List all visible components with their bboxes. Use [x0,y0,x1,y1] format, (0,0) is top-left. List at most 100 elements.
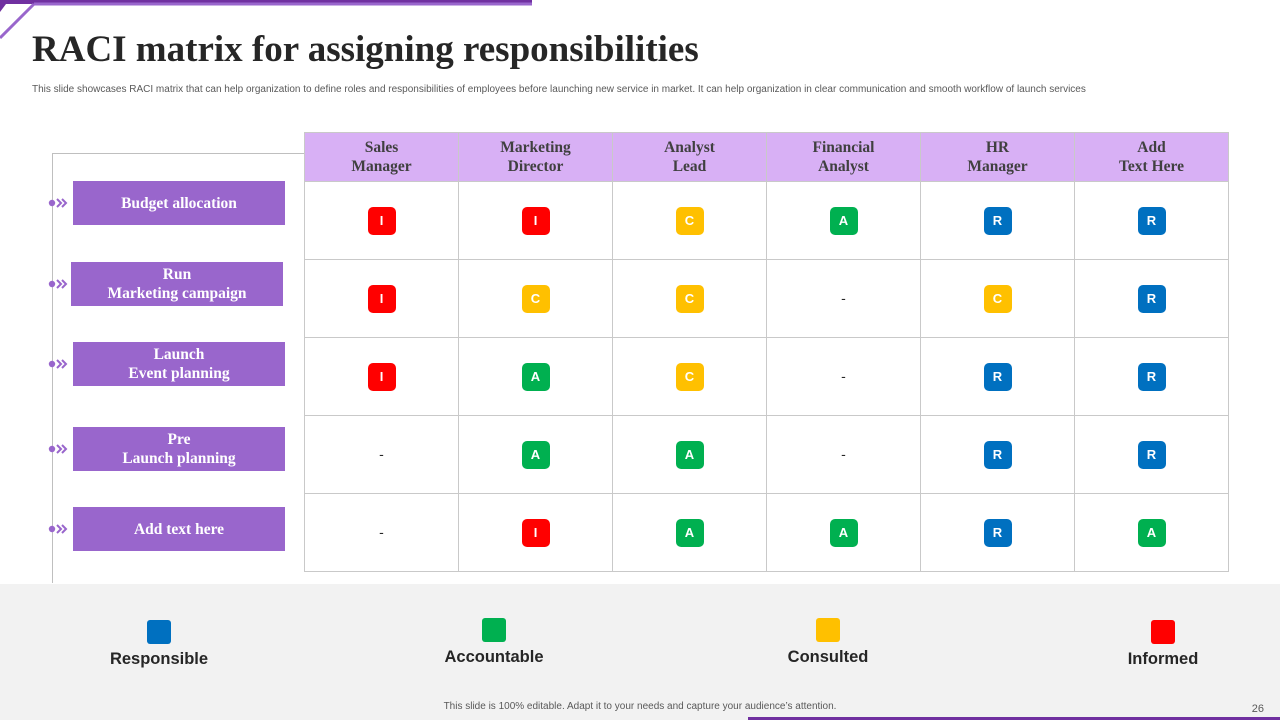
legend-item: Informed [1073,620,1253,669]
legend-swatch [482,618,506,642]
raci-badge: C [521,284,550,313]
row-label: Launch Event planning [73,342,285,386]
footer-note: This slide is 100% editable. Adapt it to… [443,701,837,712]
raci-badge: A [675,518,704,547]
legend-label: Responsible [109,650,209,668]
matrix-cell: A [612,415,767,494]
legend-swatch [147,620,171,644]
matrix-cell: I [304,181,459,260]
legend-area [0,584,1280,720]
matrix-body: I I C A R R I C C - C R I A C - R R - A A - R R - I A A R A [304,181,1229,572]
matrix-cell: - [766,259,921,338]
raci-badge: A [829,206,858,235]
matrix-cell: C [612,181,767,260]
raci-badge: I [367,362,396,391]
raci-badge: C [675,206,704,235]
chevron-marker-icon [48,359,68,369]
matrix-cell: C [612,337,767,416]
matrix-cell: A [766,181,921,260]
matrix-cell: - [304,415,459,494]
page-title: RACI matrix for assigning responsibiliti… [32,29,699,70]
raci-badge: A [675,440,704,469]
empty-dash: - [841,367,846,384]
raci-badge: I [521,518,550,547]
matrix-cell: R [920,415,1075,494]
legend-item: Responsible [69,620,249,669]
page-number: 26 [1251,703,1264,715]
row-label: Pre Launch planning [73,427,285,471]
raci-badge: A [829,518,858,547]
legend-swatch [816,618,840,642]
legend-item: Accountable [404,618,584,667]
bottom-accent-bar [748,717,1280,720]
raci-badge: I [521,206,550,235]
matrix-cell: I [304,337,459,416]
matrix-cell: R [1074,181,1229,260]
raci-badge: R [1137,284,1166,313]
raci-badge: A [521,362,550,391]
row-label: Add text here [73,507,285,551]
timeline-top-line [52,153,304,154]
raci-matrix: Sales Manager Marketing Director Analyst L… [304,132,1229,572]
raci-badge: C [675,362,704,391]
matrix-cell: I [458,493,613,572]
matrix-cell: R [920,493,1075,572]
row-label: Budget allocation [73,181,285,225]
empty-dash: - [841,289,846,306]
raci-badge: R [1137,206,1166,235]
column-header: HR Manager [920,132,1075,182]
matrix-cell: A [612,493,767,572]
raci-badge: C [675,284,704,313]
legend-label: Consulted [787,648,869,666]
page-subtitle: This slide showcases RACI matrix that ca… [32,84,1086,95]
matrix-cell: R [1074,415,1229,494]
column-header: Sales Manager [304,132,459,182]
raci-badge: C [983,284,1012,313]
chevron-marker-icon [48,279,68,289]
raci-badge: I [367,206,396,235]
row-label: Run Marketing campaign [71,262,283,306]
raci-badge: R [983,206,1012,235]
raci-badge: R [983,440,1012,469]
raci-badge: A [1137,518,1166,547]
matrix-cell: - [766,415,921,494]
raci-badge: I [367,284,396,313]
empty-dash: - [841,445,846,462]
matrix-cell: C [612,259,767,338]
raci-badge: R [983,518,1012,547]
chevron-marker-icon [48,524,68,534]
raci-badge: R [1137,440,1166,469]
matrix-cell: R [1074,337,1229,416]
column-header: Marketing Director [458,132,613,182]
matrix-cell: R [1074,259,1229,338]
legend-item: Consulted [738,618,918,667]
matrix-cell: A [458,337,613,416]
chevron-marker-icon [48,444,68,454]
legend-label: Informed [1127,650,1199,668]
raci-badge: R [983,362,1012,391]
chevron-marker-icon [48,198,68,208]
matrix-cell: C [920,259,1075,338]
top-accent-decoration [0,0,532,40]
matrix-cell: R [920,181,1075,260]
column-header: Financial Analyst [766,132,921,182]
empty-dash: - [379,445,384,462]
matrix-cell: I [458,181,613,260]
column-header: Analyst Lead [612,132,767,182]
legend-label: Accountable [444,648,544,666]
matrix-cell: A [1074,493,1229,572]
raci-badge: A [521,440,550,469]
matrix-cell: A [766,493,921,572]
empty-dash: - [379,523,384,540]
matrix-cell: C [458,259,613,338]
matrix-header-row: Sales Manager Marketing Director Analyst L… [304,132,1229,182]
raci-badge: R [1137,362,1166,391]
legend-swatch [1151,620,1175,644]
matrix-cell: I [304,259,459,338]
matrix-cell: - [766,337,921,416]
